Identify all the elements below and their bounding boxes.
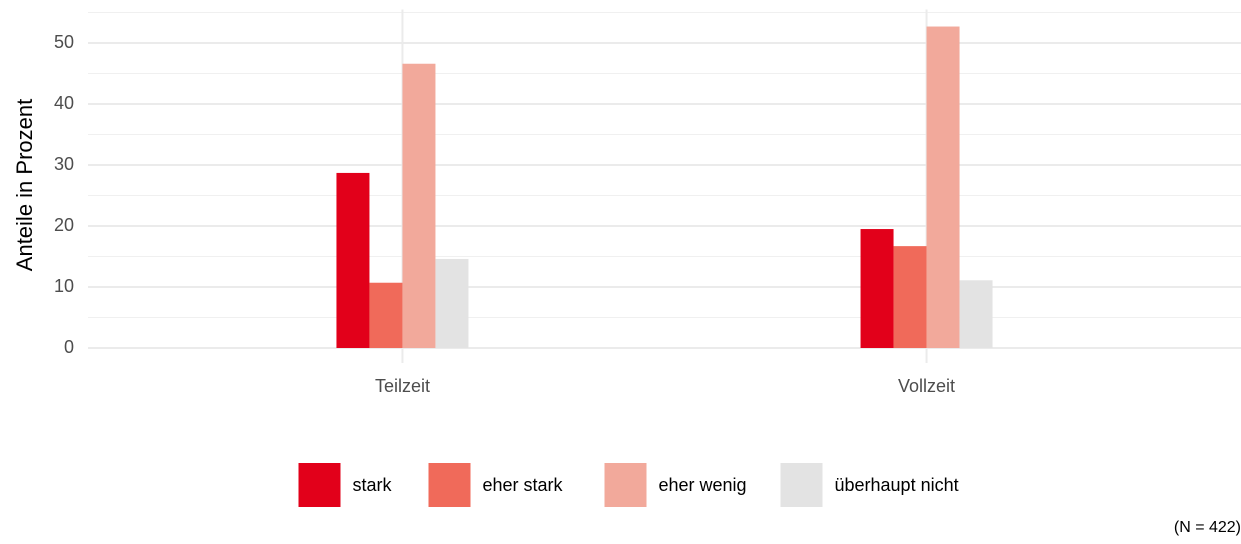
- bar: [959, 280, 993, 348]
- y-tick-label: 20: [54, 215, 74, 235]
- legend-key: [604, 463, 647, 507]
- y-tick-label: 10: [54, 276, 74, 296]
- legend-label: eher wenig: [659, 475, 747, 495]
- legend-key: [298, 463, 341, 507]
- y-tick-label: 50: [54, 32, 74, 52]
- bar: [926, 26, 960, 349]
- bar: [336, 172, 370, 348]
- bar: [860, 229, 894, 348]
- y-tick-label: 30: [54, 154, 74, 174]
- x-tick-label: Vollzeit: [898, 376, 955, 396]
- legend-label: überhaupt nicht: [835, 475, 959, 495]
- y-tick-label: 40: [54, 93, 74, 113]
- legend-label: eher stark: [483, 475, 564, 495]
- caption: (N = 422): [1174, 519, 1241, 536]
- bar: [435, 258, 469, 348]
- bar: [402, 63, 436, 349]
- y-axis-label: Anteile in Prozent: [12, 99, 37, 271]
- x-tick-label: Teilzeit: [375, 376, 430, 396]
- legend-key: [428, 463, 471, 507]
- legend-key: [780, 463, 823, 507]
- bar: [893, 246, 927, 348]
- bar: [369, 282, 403, 348]
- y-tick-label: 0: [64, 337, 74, 357]
- legend-label: stark: [353, 475, 393, 495]
